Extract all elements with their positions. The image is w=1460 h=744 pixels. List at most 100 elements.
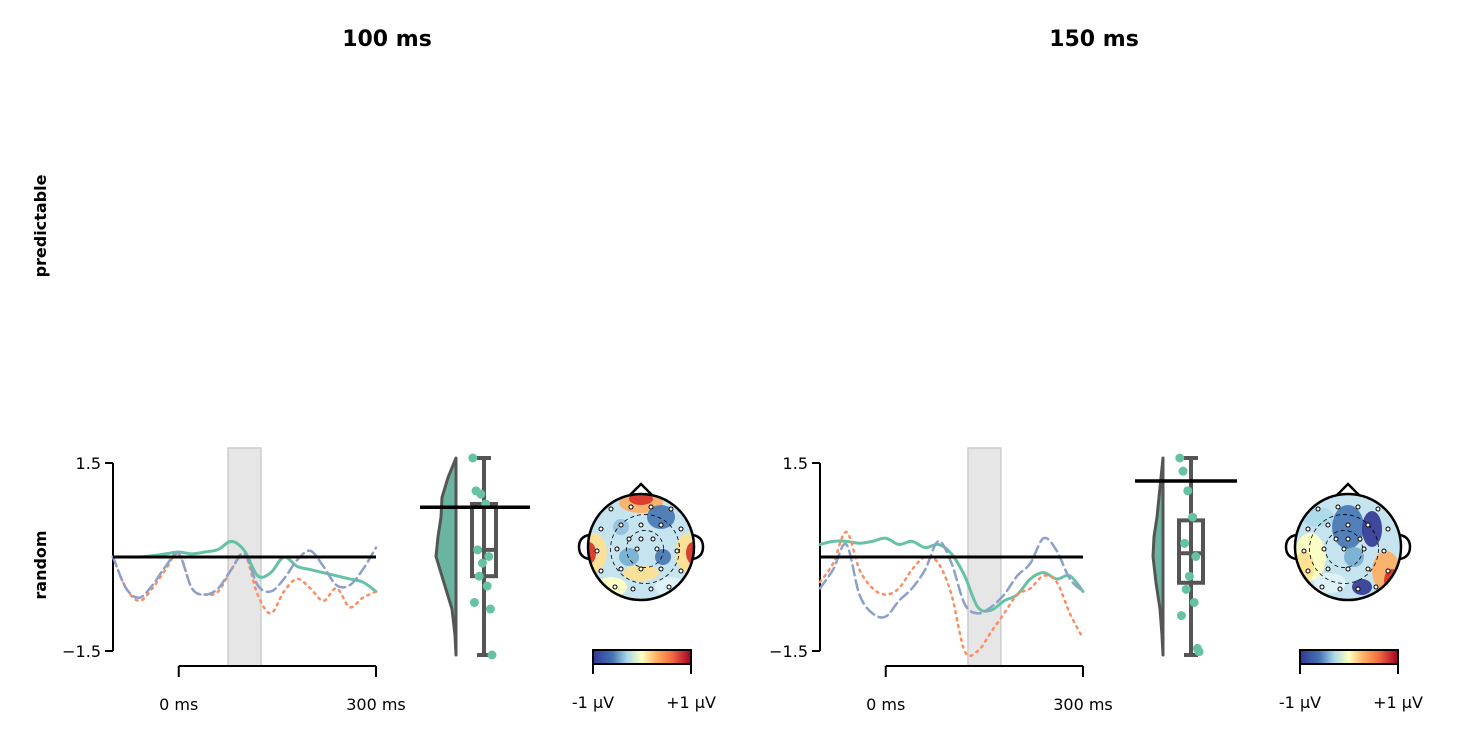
panel-100ms: 1.5 −1.5 0 ms 300 ms -1 μV +1 μV (62, 447, 716, 714)
data-point (1178, 466, 1188, 476)
topomap-sensor (1321, 546, 1327, 552)
topomap-sensor (678, 568, 684, 574)
erp-series-dotted (818, 530, 1085, 658)
y-tick-label-top: 1.5 (76, 454, 101, 473)
topomap-sensor (1315, 506, 1321, 512)
topomap-nose (629, 482, 653, 496)
topomap-region (647, 505, 675, 529)
data-point (468, 453, 478, 463)
topomap-sensor (626, 536, 632, 542)
topomap-sensor (1345, 522, 1351, 528)
topomap-sensor (638, 522, 644, 528)
x-tick-label-0: 0 ms (159, 695, 198, 714)
data-point (1188, 512, 1198, 522)
y-tick-label-bottom: −1.5 (62, 642, 101, 661)
data-point (1189, 597, 1199, 607)
data-point (1191, 552, 1201, 561)
x-tick-label-300: 300 ms (1053, 695, 1113, 714)
topomap (577, 482, 705, 602)
topomap-sensor (666, 584, 672, 590)
topomap-sensor (1333, 536, 1339, 542)
topomap-sensor (1385, 526, 1391, 532)
data-point (487, 650, 497, 660)
topomap (1284, 482, 1412, 602)
data-point (482, 581, 492, 591)
topomap-sensor (650, 536, 656, 542)
topomap-sensor (608, 506, 614, 512)
topomap-ear-right (692, 533, 705, 561)
topomap-sensor (658, 522, 664, 528)
topomap-sensor (1365, 522, 1371, 528)
topomap-sensor (658, 566, 664, 572)
data-point (1181, 584, 1191, 594)
topomap-sensor (648, 504, 654, 510)
data-point (1183, 486, 1193, 496)
erp-series-solid (111, 539, 378, 593)
data-point (473, 545, 483, 555)
y-tick-label-bottom: −1.5 (769, 642, 808, 661)
topomap-sensor (1325, 566, 1331, 572)
colorbar-label-max: +1 μV (1373, 693, 1423, 712)
topomap-sensor (1355, 504, 1361, 510)
data-point (1184, 571, 1194, 581)
topomap-sensor (1373, 584, 1379, 590)
topomap-sensor (612, 584, 618, 590)
topomap-sensor (1381, 548, 1387, 554)
topomap-region (1362, 511, 1382, 547)
data-point (474, 571, 484, 581)
topomap-sensor (638, 536, 644, 542)
colorbar (1299, 649, 1399, 665)
topomap-region (1344, 547, 1364, 567)
colorbar-label-min: -1 μV (572, 693, 614, 712)
topomap-region (623, 565, 659, 581)
x-tick-label-0: 0 ms (866, 695, 905, 714)
topomap-sensor (634, 546, 640, 552)
panel-150ms: 1.5 −1.5 0 ms 300 ms -1 μV +1 μV (769, 447, 1423, 714)
topomap-sensor (654, 546, 660, 552)
topomap-ear-left (1284, 533, 1297, 561)
data-point (1194, 647, 1204, 657)
topomap-sensor (1375, 506, 1381, 512)
colorbar-label-min: -1 μV (1279, 693, 1321, 712)
topomap-sensor (1335, 504, 1341, 510)
topomap-sensor (1337, 586, 1343, 592)
topomap-contour (1309, 514, 1379, 584)
topomap-sensor (1345, 536, 1351, 542)
colorbar (592, 649, 692, 665)
topomap-region (1302, 507, 1334, 527)
topomap-sensor (618, 522, 624, 528)
topomap-sensor (1325, 522, 1331, 528)
x-tick-label-300: 300 ms (346, 695, 406, 714)
topomap-sensor (598, 526, 604, 532)
erp-series-solid (818, 536, 1085, 613)
topomap-nose (1336, 482, 1360, 496)
data-point (1176, 611, 1186, 621)
erp-series-dashed (111, 546, 378, 600)
topomap-sensor (1357, 536, 1363, 542)
topomap-sensor (628, 504, 634, 510)
topomap-sensor (1341, 546, 1347, 552)
topomap-sensor (648, 586, 654, 592)
data-point (469, 597, 479, 607)
topomap-contour (626, 530, 664, 568)
topomap-sensor (668, 506, 674, 512)
topomap-sensor (1355, 586, 1361, 592)
data-point (1175, 453, 1185, 463)
topomap-sensor (1365, 566, 1371, 572)
data-point (485, 604, 495, 614)
topomap-outline (586, 492, 696, 602)
topomap-sensor (598, 568, 604, 574)
erp-series-dashed (818, 536, 1085, 619)
row-label-predictable: predictable (31, 174, 50, 277)
panel-title-150ms: 150 ms (1049, 27, 1139, 52)
topomap-sensor (1305, 568, 1311, 574)
topomap-sensor (678, 526, 684, 532)
y-tick-label-top: 1.5 (783, 454, 808, 473)
row-label-random: random (31, 530, 50, 599)
topomap-sensor (638, 566, 644, 572)
topomap-outline (1293, 492, 1403, 602)
data-point (476, 489, 486, 499)
data-point (484, 552, 494, 561)
topomap-sensor (614, 546, 620, 552)
